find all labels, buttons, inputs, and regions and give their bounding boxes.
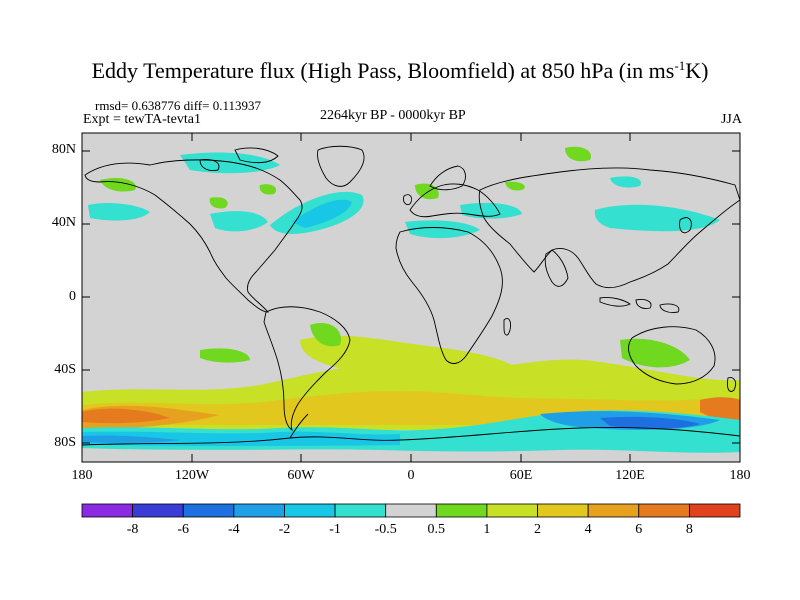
- lon-label: 180: [729, 468, 751, 483]
- colorbar-swatch: [638, 503, 690, 518]
- colorbar-swatch: [385, 503, 437, 518]
- colorbar-label: -2: [278, 522, 291, 537]
- lon-label: 120W: [174, 468, 210, 483]
- northern-negative-blobs: [88, 152, 720, 239]
- lat-label: 40N: [51, 215, 76, 230]
- lat-label: 80S: [54, 435, 76, 450]
- colorbar-swatch: [334, 503, 387, 518]
- colorbar-swatch: [284, 503, 336, 518]
- colorbar-swatch: [587, 503, 640, 518]
- lon-label: 60W: [287, 468, 315, 483]
- colorbar-swatch: [233, 503, 285, 518]
- colorbar-swatch: [486, 503, 538, 518]
- title-end: K): [685, 58, 709, 83]
- colorbar-label: -6: [177, 522, 190, 537]
- colorbar-swatch: [688, 503, 741, 518]
- southern-ocean-negative-band: [82, 410, 740, 453]
- title-superscript: -1: [674, 58, 686, 73]
- colorbar-label: -1: [329, 522, 341, 537]
- colorbar-label: 6: [635, 522, 643, 537]
- experiment-label: Expt = tewTA-tevta1: [83, 112, 201, 127]
- colorbar-swatch: [537, 503, 589, 518]
- lon-label: 0: [407, 468, 415, 483]
- lat-label: 80N: [51, 142, 76, 157]
- colorbar-label: 4: [584, 522, 592, 537]
- map-title: Eddy Temperature flux (High Pass, Bloomf…: [0, 58, 800, 84]
- colorbar-label: 8: [685, 522, 693, 537]
- coastlines: [82, 145, 740, 446]
- lon-label: 180: [71, 468, 93, 483]
- colorbar-label: 0.5: [427, 522, 446, 537]
- axis-ticks: [82, 133, 740, 462]
- stats-label: rmsd= 0.638776 diff= 0.113937: [95, 98, 261, 113]
- colorbar-swatch: [81, 503, 134, 518]
- colorbar-swatch: [435, 503, 488, 518]
- colorbar-label: -4: [228, 522, 240, 537]
- colorbar-label: -8: [126, 522, 139, 537]
- period-label: 2264kyr BP - 0000kyr BP: [320, 108, 466, 123]
- colorbar-swatch: [182, 503, 235, 518]
- colorbar-swatch: [132, 503, 184, 518]
- colorbar-label: 2: [534, 522, 542, 537]
- lat-label: 40S: [54, 362, 76, 377]
- lon-label: 60E: [509, 468, 533, 483]
- colorbar-label: 1: [483, 522, 491, 537]
- lon-label: 120E: [615, 468, 645, 483]
- colorbar-label: -0.5: [374, 522, 397, 537]
- lat-label: 0: [69, 289, 76, 304]
- title-main: Eddy Temperature flux (High Pass, Bloomf…: [91, 58, 675, 83]
- season-label: JJA: [720, 112, 742, 127]
